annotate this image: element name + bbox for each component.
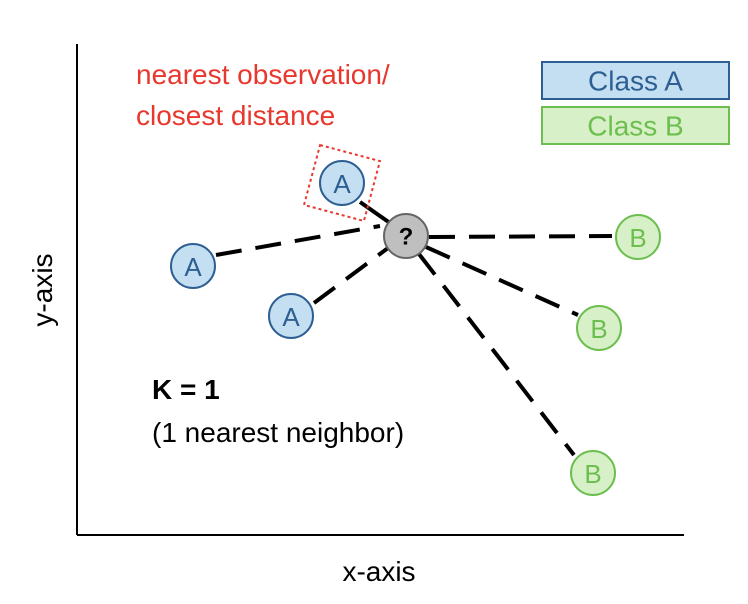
point-b: B <box>570 450 616 496</box>
point-a: A <box>170 243 216 289</box>
legend-class-b-label: Class B <box>587 111 683 142</box>
distance-lines <box>215 200 613 457</box>
annotation-line-1: nearest observation/ <box>136 59 390 90</box>
legend: Class A Class B <box>541 61 730 145</box>
point-b: B <box>615 214 661 260</box>
y-axis-label: y-axis <box>27 253 58 326</box>
distance-line-nearest <box>358 200 392 225</box>
distance-line <box>417 252 576 457</box>
legend-class-a-label: Class A <box>588 66 683 97</box>
point-b: B <box>576 305 622 351</box>
svg-text:B: B <box>629 223 646 253</box>
distance-line <box>215 224 381 257</box>
svg-text:A: A <box>184 252 202 282</box>
distance-line <box>425 245 579 317</box>
legend-class-b-box <box>541 106 730 145</box>
legend-class-a-box <box>541 61 730 100</box>
k-description-label: (1 nearest neighbor) <box>152 417 404 448</box>
svg-text:A: A <box>282 302 300 332</box>
svg-text:B: B <box>584 459 601 489</box>
svg-text:B: B <box>590 314 607 344</box>
distance-line <box>428 234 613 239</box>
point-a-nearest: A <box>319 160 365 206</box>
x-axis-label: x-axis <box>342 556 415 587</box>
annotation-line-2: closest distance <box>136 100 335 131</box>
svg-text:?: ? <box>399 224 414 251</box>
k-value-label: K = 1 <box>152 374 220 405</box>
distance-line <box>312 246 390 305</box>
query-point: ? <box>383 213 429 259</box>
point-a: A <box>268 293 314 339</box>
svg-text:A: A <box>333 169 351 199</box>
nearest-highlight-box <box>302 143 382 223</box>
